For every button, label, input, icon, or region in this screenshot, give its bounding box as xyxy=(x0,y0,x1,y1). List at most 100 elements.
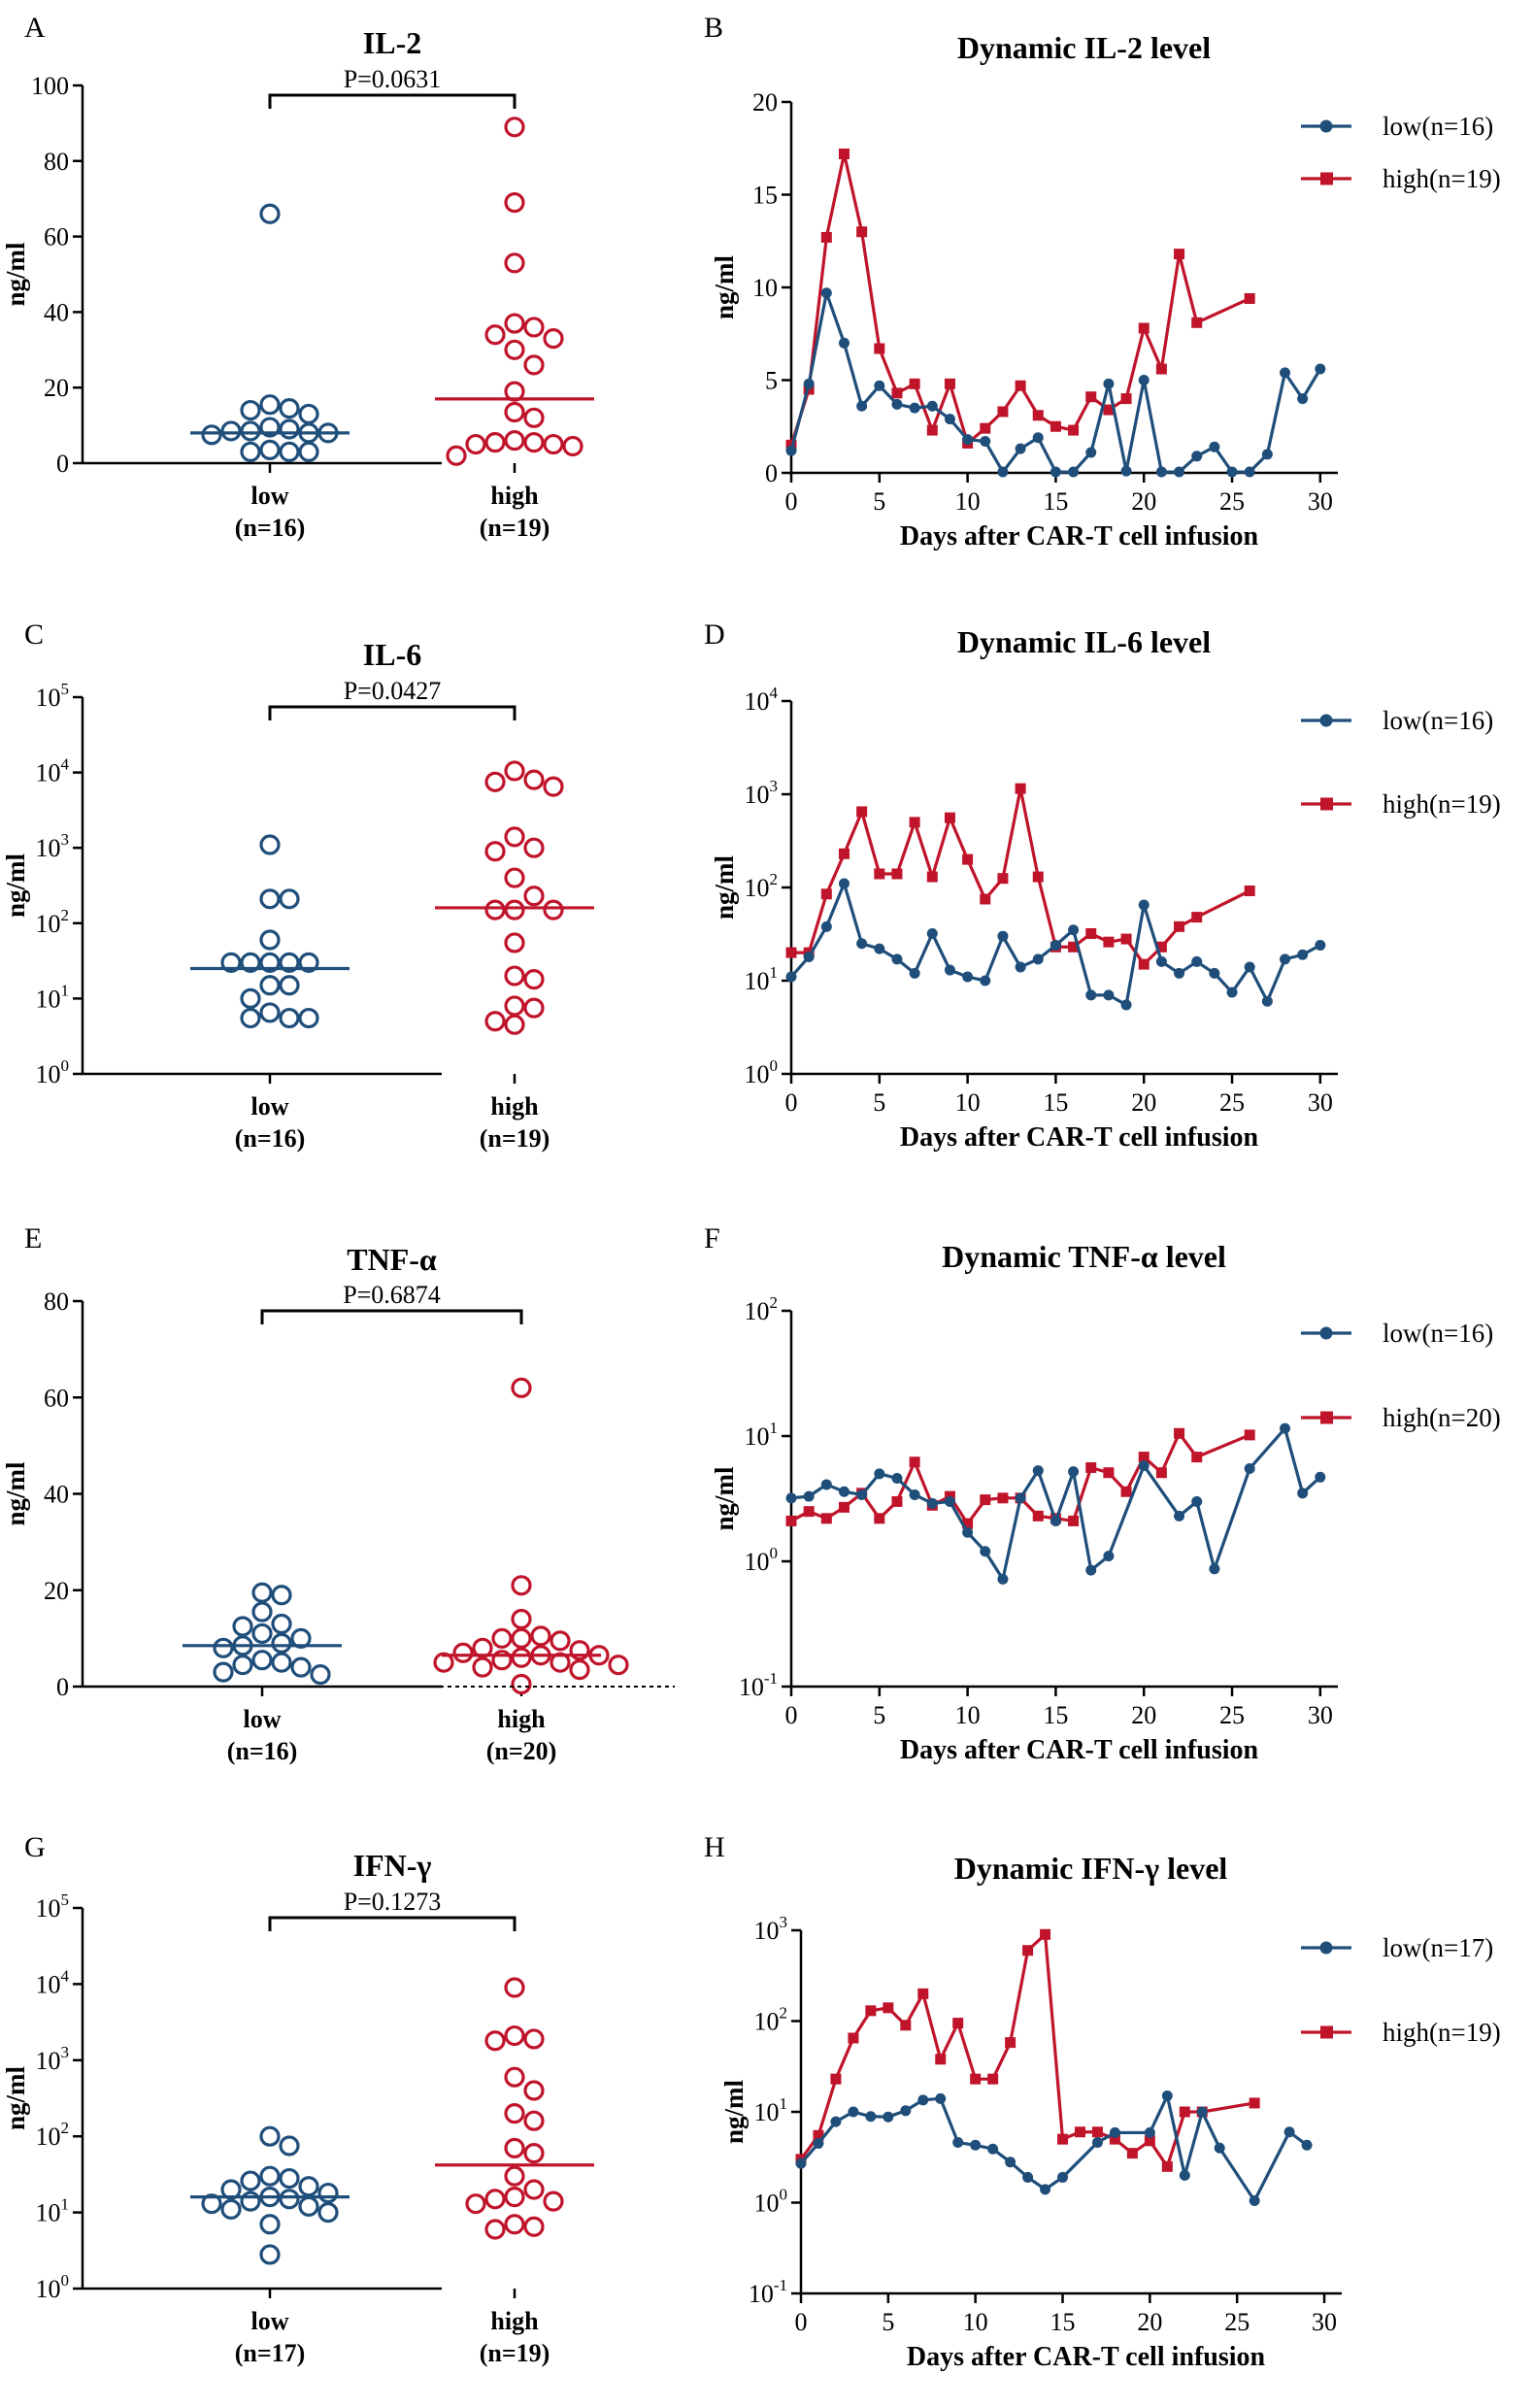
series-point-low xyxy=(1138,375,1150,385)
series-point-low xyxy=(1301,2139,1313,2151)
data-point-low xyxy=(279,2189,300,2210)
y-axis-label: ng/ml xyxy=(710,1466,739,1531)
data-point-low xyxy=(201,2193,222,2215)
group-label-high: high xyxy=(490,2307,539,2335)
data-point-low xyxy=(279,397,300,419)
group-n-label-high: (n=20) xyxy=(486,1737,557,1765)
data-point-low xyxy=(279,888,300,910)
series-point-low xyxy=(1280,953,1291,965)
series-point-high xyxy=(785,947,797,958)
data-point-high xyxy=(511,1377,532,1398)
x-tick-label: 15 xyxy=(1043,1701,1068,1729)
p-value-label: P=0.0631 xyxy=(344,65,442,93)
series-point-low xyxy=(1109,2126,1120,2138)
x-tick-label: 15 xyxy=(1043,1088,1068,1117)
series-point-high xyxy=(1155,1467,1167,1479)
significance-bracket xyxy=(268,705,517,720)
series-point-high xyxy=(1068,424,1080,436)
series-point-low xyxy=(1196,2106,1208,2118)
series-point-high xyxy=(820,1513,832,1524)
series-point-low xyxy=(980,436,991,448)
data-point-high xyxy=(504,1014,525,1035)
series-point-high xyxy=(1022,1945,1034,1956)
y-tick-label: 0 xyxy=(56,450,69,478)
series-point-low xyxy=(1261,995,1273,1007)
series-point-high xyxy=(1138,322,1150,334)
legend-label-low: low(n=16) xyxy=(1383,706,1493,735)
y-axis-label: ng/ml xyxy=(1,1461,30,1526)
series-point-high xyxy=(891,868,903,880)
data-point-low xyxy=(251,1601,273,1622)
y-tick-label: 101 xyxy=(36,2195,70,2227)
series-point-low xyxy=(1103,378,1115,389)
series-point-high xyxy=(909,1456,920,1468)
y-tick-label: 20 xyxy=(44,374,69,402)
group-n-label-low: (n=17) xyxy=(235,2339,306,2367)
y-tick-label: 60 xyxy=(44,223,69,251)
series-point-high xyxy=(1174,920,1185,932)
data-point-high xyxy=(523,837,545,858)
series-point-low xyxy=(1120,999,1132,1011)
data-point-high xyxy=(523,2179,545,2200)
series-point-low xyxy=(962,1526,974,1538)
y-tick-label: 102 xyxy=(745,870,779,902)
data-point-high xyxy=(504,995,525,1017)
panel-letter: B xyxy=(704,12,723,44)
x-tick-label: 15 xyxy=(1050,2308,1076,2336)
series-point-high xyxy=(1244,1429,1255,1441)
series-point-low xyxy=(1085,447,1097,458)
data-point-high xyxy=(562,435,583,457)
series-point-low xyxy=(848,2106,859,2118)
data-point-high xyxy=(511,1575,532,1596)
series-point-low xyxy=(874,1468,885,1480)
series-point-low xyxy=(820,920,832,932)
series-point-low xyxy=(785,445,797,456)
series-point-high xyxy=(785,1515,797,1526)
y-tick-label: 100 xyxy=(745,1544,779,1576)
series-point-low xyxy=(970,2139,982,2151)
panel-letter: D xyxy=(704,619,725,651)
series-point-low xyxy=(944,964,955,976)
series-point-low xyxy=(1120,465,1132,477)
group-label-high: high xyxy=(490,482,539,510)
y-axis-label: ng/ml xyxy=(1,2065,30,2130)
series-point-low xyxy=(997,930,1009,942)
series-point-high xyxy=(944,812,955,823)
series-point-low xyxy=(909,967,920,979)
series-point-high xyxy=(1120,393,1132,405)
series-point-high xyxy=(1032,410,1044,421)
series-point-high xyxy=(1050,420,1061,432)
panel-letter: G xyxy=(24,1831,46,1863)
data-point-high xyxy=(543,899,564,920)
x-axis-label: Days after CAR-T cell infusion xyxy=(900,1122,1259,1153)
data-point-low xyxy=(310,1663,331,1686)
y-tick-label: 20 xyxy=(752,88,778,117)
series-point-high xyxy=(962,1518,974,1529)
series-point-low xyxy=(838,337,850,349)
series-point-low xyxy=(1085,1564,1097,1576)
x-tick-label: 20 xyxy=(1131,487,1156,516)
data-point-high xyxy=(523,968,545,990)
series-point-low xyxy=(1057,2171,1069,2183)
series-point-high xyxy=(848,2032,859,2044)
significance-bracket xyxy=(268,93,517,109)
y-tick-label: 10-1 xyxy=(739,1669,778,1701)
series-point-low xyxy=(803,1490,815,1502)
data-point-high xyxy=(523,432,545,453)
group-label-low: low xyxy=(251,1092,289,1120)
series-point-low xyxy=(1174,1510,1185,1522)
data-point-high xyxy=(504,2102,525,2124)
series-point-high xyxy=(1120,933,1132,945)
y-tick-label: 105 xyxy=(36,680,70,712)
legend-marker-low xyxy=(1319,714,1333,727)
series-point-low xyxy=(1214,2142,1225,2154)
series-point-high xyxy=(980,422,991,434)
data-point-low xyxy=(259,394,281,416)
series-point-low xyxy=(917,2094,929,2106)
x-tick-label: 15 xyxy=(1043,487,1068,516)
series-point-low xyxy=(813,2137,824,2149)
y-tick-label: 0 xyxy=(765,459,778,487)
y-tick-label: 20 xyxy=(44,1577,69,1605)
data-point-high xyxy=(523,407,545,428)
